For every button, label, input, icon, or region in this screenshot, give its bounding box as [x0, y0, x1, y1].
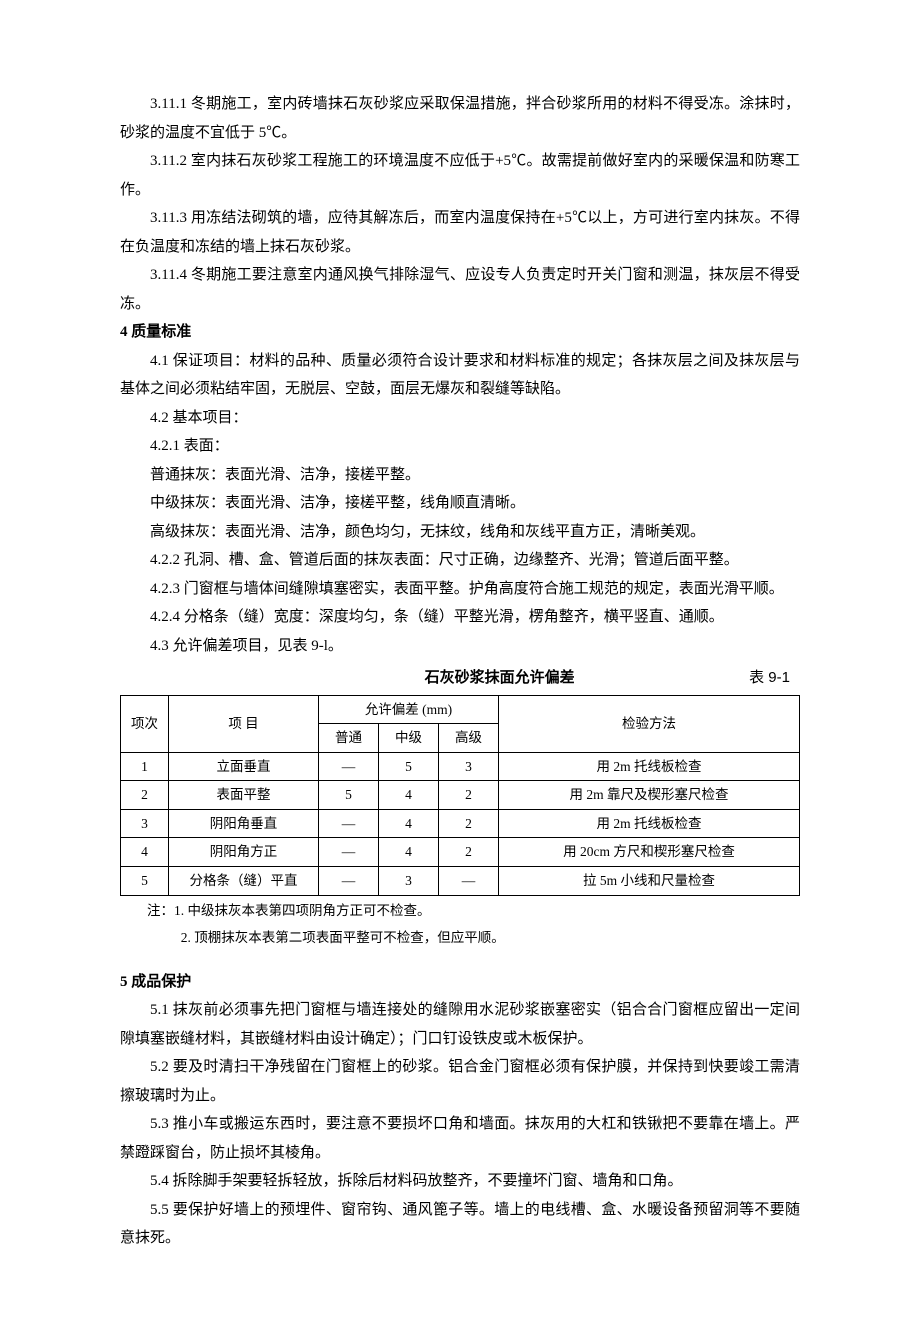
para-3-11-4: 3.11.4 冬期施工要注意室内通风换气排除湿气、应设专人负责定时开关门窗和测温… [120, 261, 800, 318]
para-4-1: 4.1 保证项目：材料的品种、质量必须符合设计要求和材料标准的规定；各抹灰层之间… [120, 347, 800, 404]
table-note-2: 2. 顶棚抹灰本表第二项表面平整可不检查，但应平顺。 [120, 927, 800, 950]
para-5-5: 5.5 要保护好墙上的预埋件、窗帘钩、通风篦子等。墙上的电线槽、盒、水暖设备预留… [120, 1196, 800, 1253]
cell-method: 用 2m 托线板检查 [499, 752, 800, 781]
para-4-3: 4.3 允许偏差项目，见表 9-l。 [120, 632, 800, 661]
th-medium: 中级 [379, 724, 439, 753]
para-5-3: 5.3 推小车或搬运东西时，要注意不要损坏口角和墙面。抹灰用的大杠和铁锹把不要靠… [120, 1110, 800, 1167]
cell-c: — [439, 867, 499, 896]
table-row: 3 阴阳角垂直 — 4 2 用 2m 托线板检查 [121, 809, 800, 838]
deviation-table: 项次 项 目 允许偏差 (mm) 检验方法 普通 中级 高级 1 立面垂直 — … [120, 695, 800, 896]
para-high-plaster: 高级抹灰：表面光滑、洁净，颜色均匀，无抹纹，线角和灰线平直方正，清晰美观。 [120, 518, 800, 547]
cell-method: 用 2m 托线板检查 [499, 809, 800, 838]
cell-a: — [319, 838, 379, 867]
th-item: 项 目 [169, 695, 319, 752]
cell-b: 4 [379, 781, 439, 810]
th-index: 项次 [121, 695, 169, 752]
para-4-2: 4.2 基本项目： [120, 404, 800, 433]
table-row: 2 表面平整 5 4 2 用 2m 靠尺及楔形塞尺检查 [121, 781, 800, 810]
table-title: 石灰砂浆抹面允许偏差 [250, 664, 749, 693]
cell-item: 阴阳角方正 [169, 838, 319, 867]
table-title-row: 石灰砂浆抹面允许偏差 表 9-1 [120, 664, 800, 693]
cell-a: — [319, 867, 379, 896]
cell-b: 4 [379, 809, 439, 838]
cell-idx: 5 [121, 867, 169, 896]
cell-c: 2 [439, 838, 499, 867]
th-high: 高级 [439, 724, 499, 753]
cell-method: 拉 5m 小线和尺量检查 [499, 867, 800, 896]
cell-c: 2 [439, 809, 499, 838]
th-method: 检验方法 [499, 695, 800, 752]
table-number: 表 9-1 [749, 664, 790, 693]
cell-item: 表面平整 [169, 781, 319, 810]
table-row: 5 分格条（缝）平直 — 3 — 拉 5m 小线和尺量检查 [121, 867, 800, 896]
th-ordinary: 普通 [319, 724, 379, 753]
para-plain-plaster: 普通抹灰：表面光滑、洁净，接槎平整。 [120, 461, 800, 490]
para-4-2-4: 4.2.4 分格条（缝）宽度：深度均匀，条（缝）平整光滑，楞角整齐，横平竖直、通… [120, 603, 800, 632]
cell-item: 阴阳角垂直 [169, 809, 319, 838]
section-4-heading: 4 质量标准 [120, 318, 800, 347]
cell-method: 用 20cm 方尺和楔形塞尺检查 [499, 838, 800, 867]
cell-b: 3 [379, 867, 439, 896]
para-4-2-3: 4.2.3 门窗框与墙体间缝隙填塞密实，表面平整。护角高度符合施工规范的规定，表… [120, 575, 800, 604]
cell-a: — [319, 752, 379, 781]
cell-c: 3 [439, 752, 499, 781]
cell-idx: 4 [121, 838, 169, 867]
para-medium-plaster: 中级抹灰：表面光滑、洁净，接槎平整，线角顺直清晰。 [120, 489, 800, 518]
table-row: 1 立面垂直 — 5 3 用 2m 托线板检查 [121, 752, 800, 781]
para-3-11-1: 3.11.1 冬期施工，室内砖墙抹石灰砂浆应采取保温措施，拌合砂浆所用的材料不得… [120, 90, 800, 147]
cell-b: 5 [379, 752, 439, 781]
cell-idx: 3 [121, 809, 169, 838]
para-3-11-3: 3.11.3 用冻结法砌筑的墙，应待其解冻后，而室内温度保持在+5℃以上，方可进… [120, 204, 800, 261]
th-deviation: 允许偏差 (mm) [319, 695, 499, 724]
para-3-11-2: 3.11.2 室内抹石灰砂浆工程施工的环境温度不应低于+5℃。故需提前做好室内的… [120, 147, 800, 204]
para-5-1: 5.1 抹灰前必须事先把门窗框与墙连接处的缝隙用水泥砂浆嵌塞密实（铝合合门窗框应… [120, 996, 800, 1053]
table-header-row: 项次 项 目 允许偏差 (mm) 检验方法 [121, 695, 800, 724]
cell-idx: 2 [121, 781, 169, 810]
section-5-heading: 5 成品保护 [120, 968, 800, 997]
cell-a: 5 [319, 781, 379, 810]
cell-item: 分格条（缝）平直 [169, 867, 319, 896]
cell-c: 2 [439, 781, 499, 810]
para-5-4: 5.4 拆除脚手架要轻拆轻放，拆除后材料码放整齐，不要撞坏门窗、墙角和口角。 [120, 1167, 800, 1196]
para-5-2: 5.2 要及时清扫干净残留在门窗框上的砂浆。铝合金门窗框必须有保护膜，并保持到快… [120, 1053, 800, 1110]
cell-idx: 1 [121, 752, 169, 781]
cell-b: 4 [379, 838, 439, 867]
table-note-1: 注：1. 中级抹灰本表第四项阴角方正可不检查。 [120, 900, 800, 923]
cell-item: 立面垂直 [169, 752, 319, 781]
para-4-2-2: 4.2.2 孔洞、槽、盒、管道后面的抹灰表面：尺寸正确，边缘整齐、光滑；管道后面… [120, 546, 800, 575]
table-row: 4 阴阳角方正 — 4 2 用 20cm 方尺和楔形塞尺检查 [121, 838, 800, 867]
para-4-2-1: 4.2.1 表面： [120, 432, 800, 461]
cell-a: — [319, 809, 379, 838]
cell-method: 用 2m 靠尺及楔形塞尺检查 [499, 781, 800, 810]
